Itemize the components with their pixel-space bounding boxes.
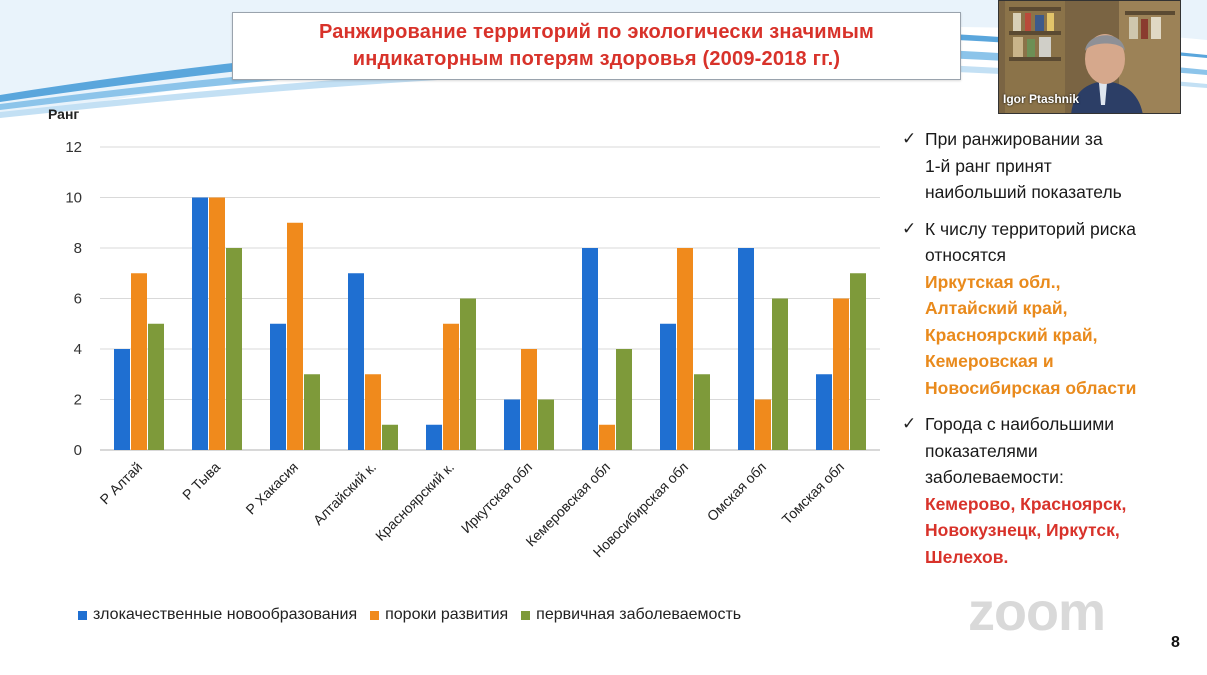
y-tick-label: 8	[74, 240, 82, 257]
legend-label-2: первичная заболеваемость	[536, 606, 742, 623]
note-2-highlight-1: Иркутская обл.,	[925, 271, 1061, 292]
legend-label-1: пороки развития	[385, 606, 509, 623]
bar	[538, 399, 554, 450]
notes-panel: ✓ При ранжировании за 1-й ранг принят на…	[898, 126, 1188, 580]
note-1-line-2: 1-й ранг принят	[925, 155, 1052, 176]
note-1-line-1: При ранжировании за	[925, 129, 1103, 149]
chart-legend: злокачественные новообразования пороки р…	[78, 606, 754, 624]
note-3-highlight-3: Шелехов.	[925, 546, 1009, 567]
x-category-label: Омская обл	[704, 459, 769, 524]
y-tick-label: 12	[65, 139, 82, 156]
bar	[772, 298, 788, 450]
y-tick-label: 10	[65, 190, 82, 207]
bar	[148, 323, 164, 450]
x-category-label: Иркутская обл	[458, 459, 535, 536]
note-2-highlight-2: Алтайский край,	[925, 298, 1068, 318]
y-tick-label: 6	[74, 291, 82, 308]
note-risk-territories: ✓ К числу территорий риска относятся Ирк…	[898, 216, 1188, 402]
bar	[460, 298, 476, 450]
slide-page-number: 8	[1171, 634, 1180, 651]
slide-title-box: Ранжирование территорий по экологически …	[232, 12, 961, 80]
bar	[287, 222, 303, 450]
bar	[443, 323, 459, 450]
bar	[738, 248, 754, 450]
note-ranking-rule: ✓ При ранжировании за 1-й ранг принят на…	[898, 126, 1188, 206]
bar	[521, 349, 537, 450]
bar	[304, 374, 320, 450]
x-category-label: Кемеровская обл	[522, 459, 613, 550]
note-2-highlight-5: Новосибирская области	[925, 377, 1137, 398]
legend-swatch-1	[370, 610, 380, 620]
x-category-label: Р Алтай	[97, 459, 146, 508]
legend-label-0: злокачественные новообразования	[93, 606, 358, 623]
note-3-line-2: показателями	[925, 440, 1038, 461]
y-tick-label: 4	[74, 341, 82, 358]
y-axis-label: Ранг	[48, 106, 79, 122]
bar	[816, 374, 832, 450]
slide-title-line-1: Ранжирование территорий по экологически …	[318, 21, 875, 43]
bar	[426, 424, 442, 450]
legend-item-2: первичная заболеваемость	[521, 606, 741, 624]
bar	[660, 323, 676, 450]
legend-swatch-0	[78, 610, 87, 620]
note-3-line-3: заболеваемости:	[925, 467, 1064, 487]
bar	[677, 248, 693, 450]
checkmark-icon: ✓	[902, 414, 917, 433]
bar	[582, 248, 598, 450]
bar	[114, 349, 130, 450]
note-1-line-3: наибольший показатель	[925, 182, 1122, 202]
bar	[694, 374, 710, 450]
legend-item-1: пороки развития	[370, 606, 508, 624]
bar	[226, 248, 242, 450]
rank-bar-chart: Ранг 0 2 4 6 8 10 12 Р Алтай Р Тыва Р Хакасия Алтай…	[48, 106, 880, 560]
bar	[850, 273, 866, 450]
bar	[599, 424, 615, 450]
participant-name-label: Igor Ptashnik	[1003, 92, 1080, 106]
video-feed-image	[999, 1, 1180, 113]
note-3-highlight-1: Кемерово, Красноярск,	[925, 493, 1127, 514]
legend-swatch-2	[521, 610, 531, 620]
x-category-label: Р Тыва	[179, 459, 223, 503]
bar	[833, 298, 849, 450]
participant-video-tile[interactable]: Igor Ptashnik	[998, 0, 1181, 114]
y-tick-label: 2	[74, 392, 82, 409]
note-2-highlight-4: Кемеровская и	[925, 351, 1054, 371]
bar	[616, 349, 632, 450]
note-2-line-1: К числу территорий риска	[925, 218, 1137, 239]
zoom-watermark: zoom	[968, 582, 1106, 642]
checkmark-icon: ✓	[902, 129, 917, 148]
bar	[504, 399, 520, 450]
note-2-highlight-3: Красноярский край,	[925, 324, 1098, 345]
bar	[382, 424, 398, 450]
note-cities: ✓ Города с наибольшими показателями забо…	[898, 411, 1188, 570]
checkmark-icon: ✓	[902, 218, 917, 238]
bar	[209, 197, 225, 450]
note-3-line-1: Города с наибольшими	[925, 414, 1115, 434]
bar	[348, 273, 364, 450]
x-category-label: Красноярский к.	[372, 459, 457, 544]
bar	[192, 197, 208, 450]
bar	[365, 374, 381, 450]
y-tick-label: 0	[74, 442, 82, 459]
x-category-label: Томская обл	[779, 459, 848, 528]
note-3-highlight-2: Новокузнецк, Иркутск,	[925, 520, 1120, 540]
bar	[755, 399, 771, 450]
note-2-line-2: относятся	[925, 245, 1007, 265]
x-category-label: Р Хакасия	[242, 459, 301, 518]
slide-title-line-2: индикаторным потерям здоровья (2009-2018…	[352, 48, 841, 70]
bar	[270, 323, 286, 450]
bar	[131, 273, 147, 450]
legend-item-0: злокачественные новообразования	[78, 606, 357, 624]
x-category-label: Алтайский к.	[310, 459, 379, 528]
